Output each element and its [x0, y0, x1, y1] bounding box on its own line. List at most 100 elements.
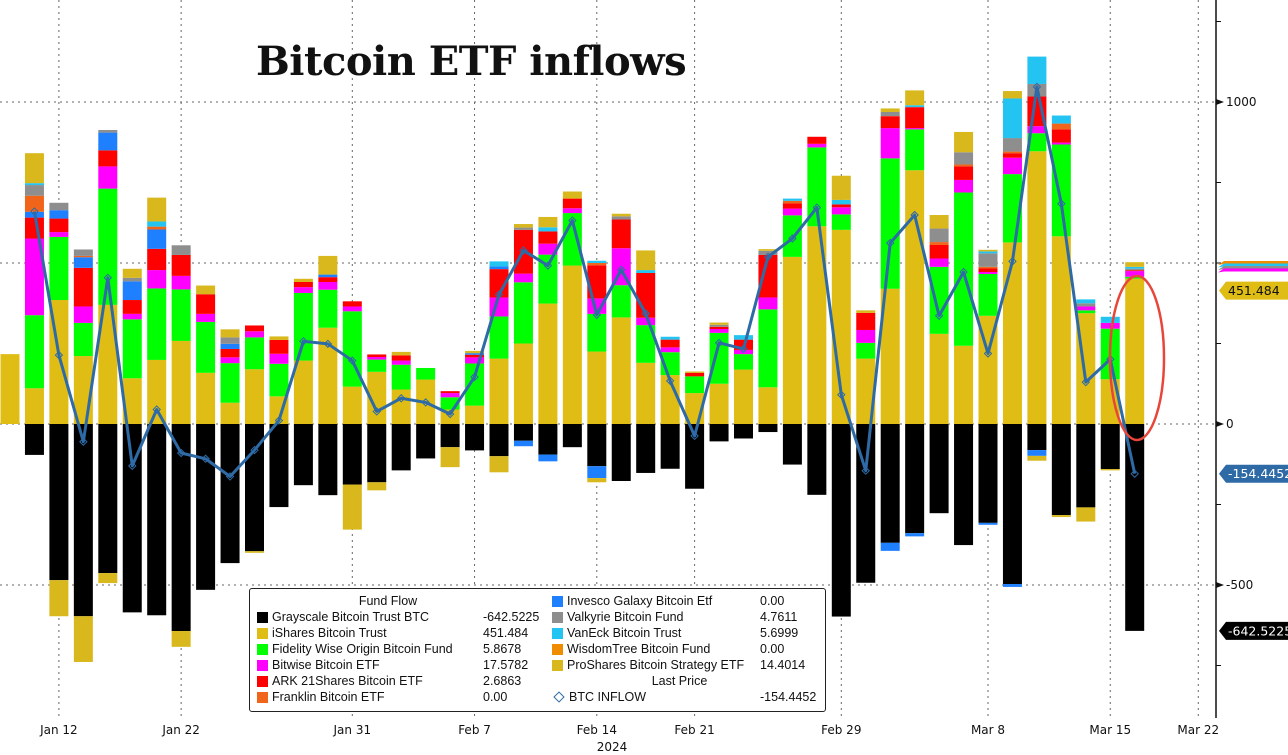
bar-segment-proshares — [98, 573, 118, 584]
legend-value: -642.5225 — [483, 610, 540, 624]
btc-inflow-point — [910, 210, 919, 220]
legend-value: 4.7611 — [760, 610, 798, 624]
bar-segment-gbtc — [391, 424, 411, 471]
y-tick-marker — [1216, 421, 1224, 427]
bar-segment-fbtc — [465, 363, 485, 406]
bar-segment-valkyrie — [122, 277, 142, 282]
bar-segment-arkb — [660, 339, 680, 348]
btc-inflow-point — [1057, 199, 1066, 208]
bar-segment-ibit — [1100, 379, 1120, 424]
legend-swatch — [552, 659, 563, 671]
bar-segment-valkyrie — [24, 185, 44, 196]
bar-segment-invesco — [880, 542, 900, 551]
bar-segment-fbtc — [587, 313, 607, 352]
bar-segment-bitb — [465, 357, 485, 364]
value-tag-label: 451.484 — [1228, 283, 1280, 298]
legend-item-arkb: ARK 21Shares Bitcoin ETF 2.6863 — [257, 673, 547, 689]
bar-segment-arkb — [831, 204, 851, 208]
bar-segment-gbtc — [171, 424, 191, 632]
legend-label: Grayscale Bitcoin Trust BTC — [272, 610, 429, 624]
bar-segment-vaneck — [831, 199, 851, 205]
bar-segment-proshares — [318, 255, 338, 275]
bar-segment-ibit — [905, 170, 925, 424]
bar-segment-franklin — [73, 255, 93, 258]
axes: Jan 12 Jan 22 Jan 31 Feb 7 Feb 14 Feb 21 Feb 2… — [39, 0, 1288, 754]
btc-inflow-point — [812, 203, 822, 212]
bar-segment-franklin — [587, 263, 607, 266]
bar-segment-gbtc — [685, 424, 705, 489]
bar-segment-valkyrie — [49, 202, 69, 211]
bar-segment-gbtc — [929, 424, 949, 514]
bar-segment-vaneck — [1100, 316, 1120, 323]
legend-item-bitb: Bitwise Bitcoin ETF 17.5782 — [257, 657, 547, 673]
legend-item-franklin: Franklin Bitcoin ETF 0.00 — [257, 689, 547, 705]
bar-segment-gbtc — [440, 424, 460, 448]
bar-segment-bitb — [367, 357, 387, 360]
bar-segment-invesco — [513, 440, 533, 447]
bar-segment-gbtc — [49, 424, 69, 581]
bar-segment-gbtc — [98, 424, 118, 574]
legend-value: 5.6999 — [760, 626, 799, 640]
bar-segment-valkyrie — [954, 152, 974, 165]
bar-segment-invesco — [489, 266, 509, 270]
bar-segment-fbtc — [831, 214, 851, 230]
bar-segment-gbtc — [24, 424, 44, 455]
bar-segment-ibit — [660, 375, 680, 424]
bar-segment-proshares — [49, 580, 69, 617]
bar-segment-fbtc — [318, 289, 338, 328]
bar-segment-fbtc — [269, 363, 289, 397]
bar-segment-invesco — [538, 454, 558, 462]
bar-segment-arkb — [782, 203, 802, 209]
btc-inflow-point — [152, 405, 161, 414]
bar-segment-fbtc — [856, 342, 876, 359]
bar-segment-proshares — [905, 90, 925, 106]
bar-segment-valkyrie — [171, 245, 191, 255]
legend-swatch — [552, 595, 563, 607]
bar-segment-proshares — [1076, 507, 1096, 522]
bar-segment-fbtc — [416, 367, 436, 380]
x-tick-label: Feb 7 — [458, 723, 491, 737]
bar-segment-proshares — [1051, 515, 1071, 518]
legend-swatch — [257, 659, 268, 671]
bar-segment-bitb — [1027, 126, 1047, 134]
bar-segment-gbtc — [147, 424, 167, 616]
legend-item-ibit: iShares Bitcoin Trust 451.484 — [257, 625, 547, 641]
bar-segment-arkb — [245, 325, 264, 332]
bar-segment-vaneck — [1051, 115, 1071, 124]
bar-segment-proshares — [269, 336, 289, 340]
annotation — [1108, 274, 1166, 442]
chart-title: Bitcoin ETF inflows — [256, 38, 687, 85]
bar-segment-bitb — [220, 357, 240, 364]
x-tick-label: Mar 22 — [1177, 723, 1219, 737]
bar-segment-arkb — [318, 277, 338, 282]
bar-segment-proshares — [978, 249, 998, 252]
bar-segment-arkb — [1125, 270, 1145, 272]
bar-segment-ibit — [954, 345, 974, 424]
bar-segment-arkb — [1002, 153, 1022, 158]
legend-item-gbtc: Grayscale Bitcoin Trust BTC -642.5225 — [257, 609, 547, 625]
btc-inflow-point — [665, 376, 675, 386]
btc-inflow-point — [714, 338, 724, 348]
bar-segment-bitb — [782, 208, 802, 216]
bar-segment-proshares — [73, 616, 93, 662]
bar-segment-proshares — [1027, 455, 1047, 461]
bar-segment-proshares — [636, 250, 656, 271]
bar-segment-vaneck — [734, 335, 753, 340]
bar-segment-fbtc — [196, 321, 216, 373]
bar-segment-arkb — [709, 326, 729, 330]
bar-segment-valkyrie — [978, 253, 998, 267]
bar-segment-arkb — [856, 312, 876, 330]
bar-segment-fbtc — [147, 288, 167, 360]
bar-segment-valkyrie — [611, 216, 631, 220]
btc-inflow-point — [934, 311, 944, 321]
value-tag — [1219, 281, 1288, 300]
bar-segment-valkyrie — [1076, 303, 1096, 307]
bar-segment-bitb — [807, 143, 827, 148]
bar-segment-bitb — [1100, 322, 1120, 329]
bar-segment-proshares — [1100, 469, 1120, 471]
bar-segment-fbtc — [367, 359, 387, 372]
bar-segment-proshares — [465, 350, 485, 354]
bar-segment-valkyrie — [220, 337, 240, 344]
bar-segment-ibit — [758, 387, 778, 424]
legend-value: 17.5782 — [483, 658, 529, 672]
